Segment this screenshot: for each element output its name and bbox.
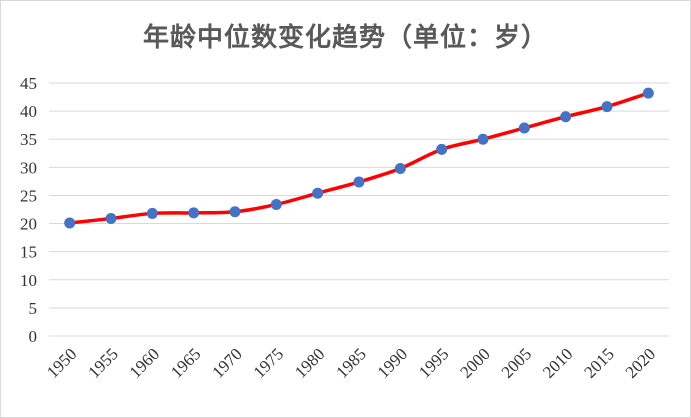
x-tick-label-1950: 1950 — [43, 344, 80, 381]
data-point-1990 — [394, 162, 406, 174]
x-tick-label-1975: 1975 — [250, 344, 287, 381]
data-point-2020 — [642, 87, 654, 99]
x-tick-label-1970: 1970 — [208, 344, 245, 381]
data-point-2015 — [601, 101, 613, 113]
series-line-path — [67, 91, 651, 225]
data-point-1995 — [436, 143, 448, 155]
x-tick-label-1985: 1985 — [332, 344, 369, 381]
y-tick-label-30: 30 — [20, 158, 37, 177]
data-point-2000 — [477, 133, 489, 145]
x-tick-label-2000: 2000 — [456, 344, 493, 381]
series-line — [67, 91, 651, 225]
y-tick-label-35: 35 — [20, 130, 37, 149]
y-tick-label-10: 10 — [20, 271, 37, 290]
x-axis-tick-labels: 1950 1955 1960 1965 1970 1975 1980 1985 1990 1995… — [43, 344, 659, 381]
data-point-1955 — [105, 212, 117, 224]
x-tick-label-2020: 2020 — [622, 344, 659, 381]
x-tick-label-1955: 1955 — [84, 344, 121, 381]
x-tick-label-1960: 1960 — [126, 344, 163, 381]
y-tick-label-0: 0 — [29, 327, 38, 346]
data-point-1960 — [146, 207, 158, 219]
data-point-1985 — [353, 176, 365, 188]
x-tick-label-2015: 2015 — [580, 344, 617, 381]
x-tick-label-1995: 1995 — [415, 344, 452, 381]
data-point-1975 — [270, 198, 282, 210]
y-tick-label-5: 5 — [29, 299, 38, 318]
data-point-2005 — [518, 122, 530, 134]
y-tick-label-20: 20 — [20, 215, 37, 234]
y-tick-label-25: 25 — [20, 186, 37, 205]
y-tick-label-40: 40 — [20, 102, 37, 121]
data-point-2010 — [560, 111, 572, 123]
x-tick-label-1990: 1990 — [374, 344, 411, 381]
data-point-1970 — [229, 206, 241, 218]
gridlines — [49, 82, 669, 337]
data-point-1980 — [312, 187, 324, 199]
x-tick-label-1965: 1965 — [167, 344, 204, 381]
x-tick-label-1980: 1980 — [291, 344, 328, 381]
chart-title: 年龄中位数变化趋势（单位：岁） — [142, 23, 548, 53]
data-point-1965 — [188, 207, 200, 219]
y-axis-tick-labels: 0 5 10 15 20 25 30 35 40 45 — [20, 74, 37, 346]
y-tick-label-15: 15 — [20, 243, 37, 262]
x-tick-label-2010: 2010 — [539, 344, 576, 381]
x-tick-label-2005: 2005 — [498, 344, 535, 381]
y-tick-label-45: 45 — [20, 74, 37, 93]
data-point-1950 — [64, 217, 76, 229]
series-points — [64, 87, 654, 229]
